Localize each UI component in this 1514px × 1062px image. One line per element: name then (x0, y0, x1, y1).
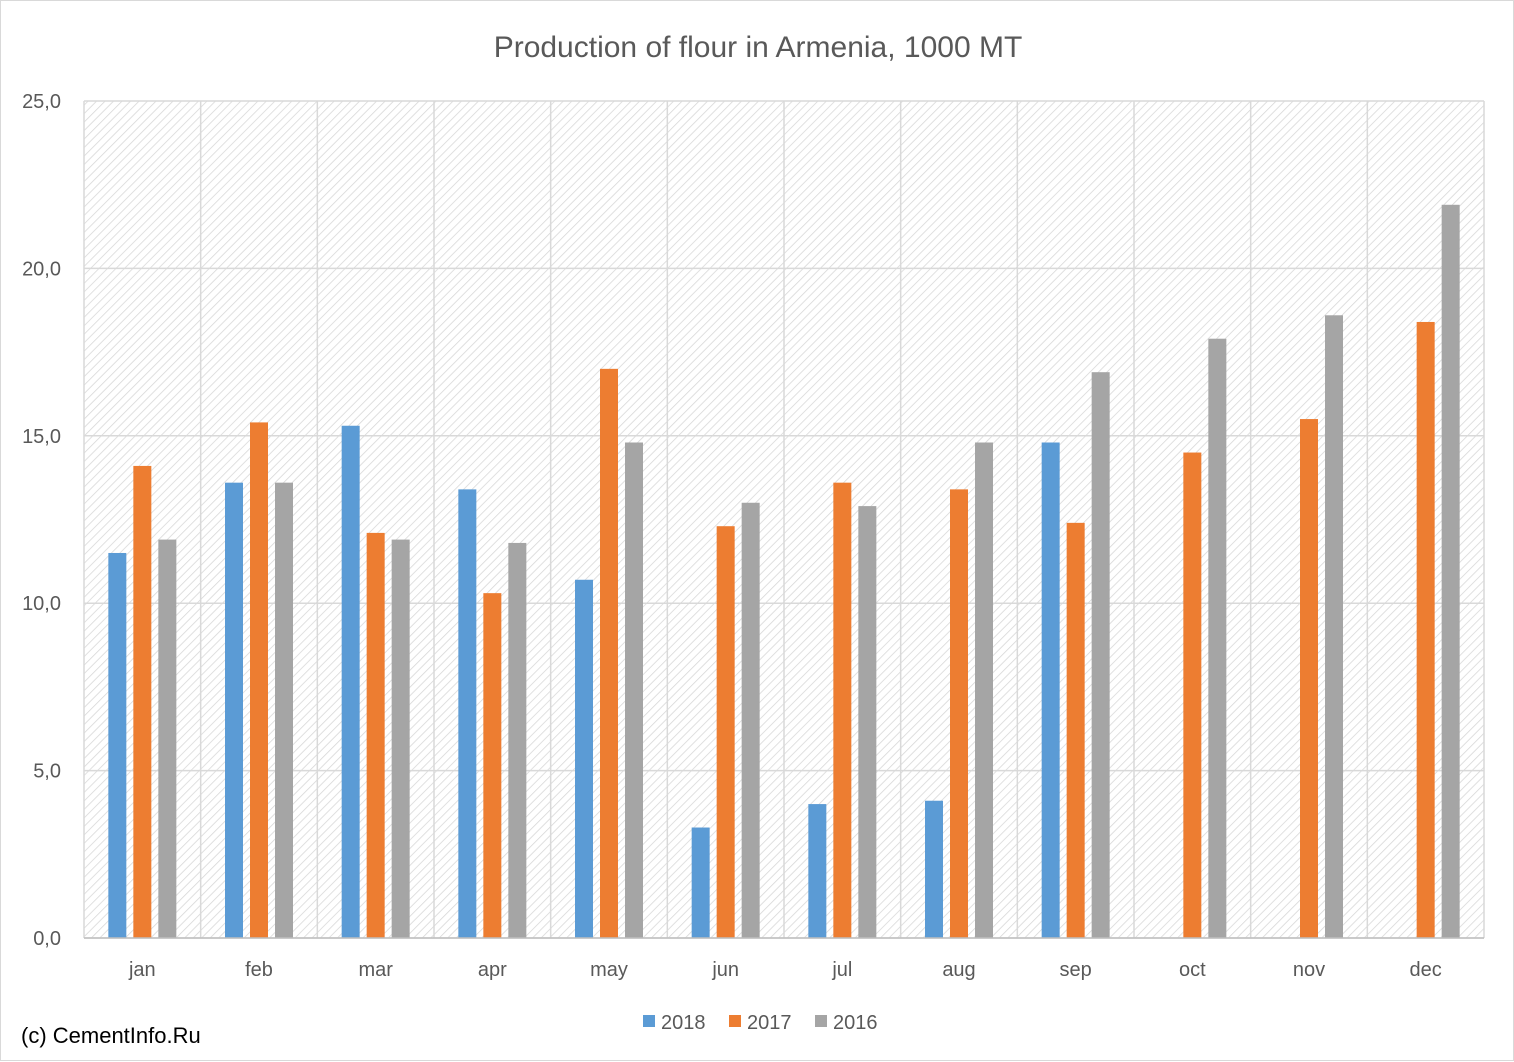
bar-2018-sep (1041, 442, 1060, 938)
bar-2017-sep (1066, 522, 1085, 938)
bar-2017-oct (1183, 452, 1202, 938)
y-tick-label: 20,0 (22, 258, 61, 280)
bar-2016-dec (1441, 204, 1460, 939)
bar-2018-aug (925, 800, 943, 938)
x-tick-label: feb (245, 959, 273, 981)
y-tick-label: 25,0 (22, 91, 61, 113)
chart-title: Production of flour in Armenia, 1000 MT (494, 31, 1023, 64)
bar-2017-aug (950, 489, 968, 938)
bar-2018-jan (108, 552, 127, 938)
x-tick-label: may (590, 959, 628, 981)
legend-label-2018: 2018 (661, 1012, 706, 1034)
legend-swatch-2017 (729, 1015, 741, 1027)
bar-2018-apr (458, 489, 477, 938)
x-tick-label: jun (711, 959, 739, 981)
bar-2016-jul (858, 506, 877, 938)
bar-2018-jun (691, 827, 710, 938)
bars (108, 204, 1460, 939)
bar-2016-nov (1325, 315, 1343, 939)
x-tick-label: aug (942, 959, 975, 981)
x-tick-label: apr (478, 959, 507, 981)
bar-2017-apr (483, 593, 502, 938)
x-tick-label: nov (1293, 959, 1325, 981)
legend-label-2016: 2016 (833, 1012, 878, 1034)
x-tick-label: jul (831, 959, 852, 981)
bar-2017-nov (1300, 419, 1318, 938)
bar-2017-jan (133, 465, 152, 938)
bar-2018-feb (225, 482, 243, 938)
bar-2016-apr (508, 542, 527, 938)
x-tick-label: dec (1410, 959, 1442, 981)
legend: 2018 2017 2016 (643, 1012, 878, 1034)
legend-swatch-2016 (815, 1015, 827, 1027)
bar-2016-oct (1208, 338, 1227, 938)
y-tick-label: 15,0 (22, 426, 61, 448)
x-tick-label: oct (1179, 959, 1206, 981)
bar-2018-mar (341, 425, 360, 939)
bar-2016-feb (275, 482, 293, 938)
bar-2016-mar (391, 539, 410, 938)
axes: 0,0 5,0 10,0 15,0 20,0 25,0 jan feb mar apr may jun… (22, 91, 1484, 981)
credit-text: (c) CementInfo.Ru (21, 1023, 201, 1048)
grid-lines (83, 100, 1485, 939)
bar-2016-may (625, 442, 643, 938)
y-tick-label: 5,0 (33, 761, 61, 783)
y-tick-label: 0,0 (33, 928, 61, 950)
x-tick-label: jan (128, 959, 156, 981)
legend-swatch-2018 (643, 1015, 655, 1027)
bar-2016-jan (158, 539, 177, 938)
legend-label-2017: 2017 (747, 1012, 792, 1034)
bar-2016-sep (1091, 372, 1110, 938)
bar-2017-dec (1416, 321, 1435, 938)
bar-2017-jul (833, 482, 852, 938)
bar-2018-may (575, 579, 593, 938)
x-tick-label: sep (1060, 959, 1092, 981)
bar-2017-jun (716, 526, 735, 938)
bar-2017-mar (366, 532, 385, 938)
bar-2016-aug (975, 442, 993, 938)
bar-2017-feb (250, 422, 268, 939)
bar-2017-may (600, 368, 618, 939)
bar-2016-jun (741, 502, 760, 938)
x-tick-label: mar (358, 959, 393, 981)
y-tick-label: 10,0 (22, 593, 61, 615)
bar-2018-jul (808, 804, 827, 938)
